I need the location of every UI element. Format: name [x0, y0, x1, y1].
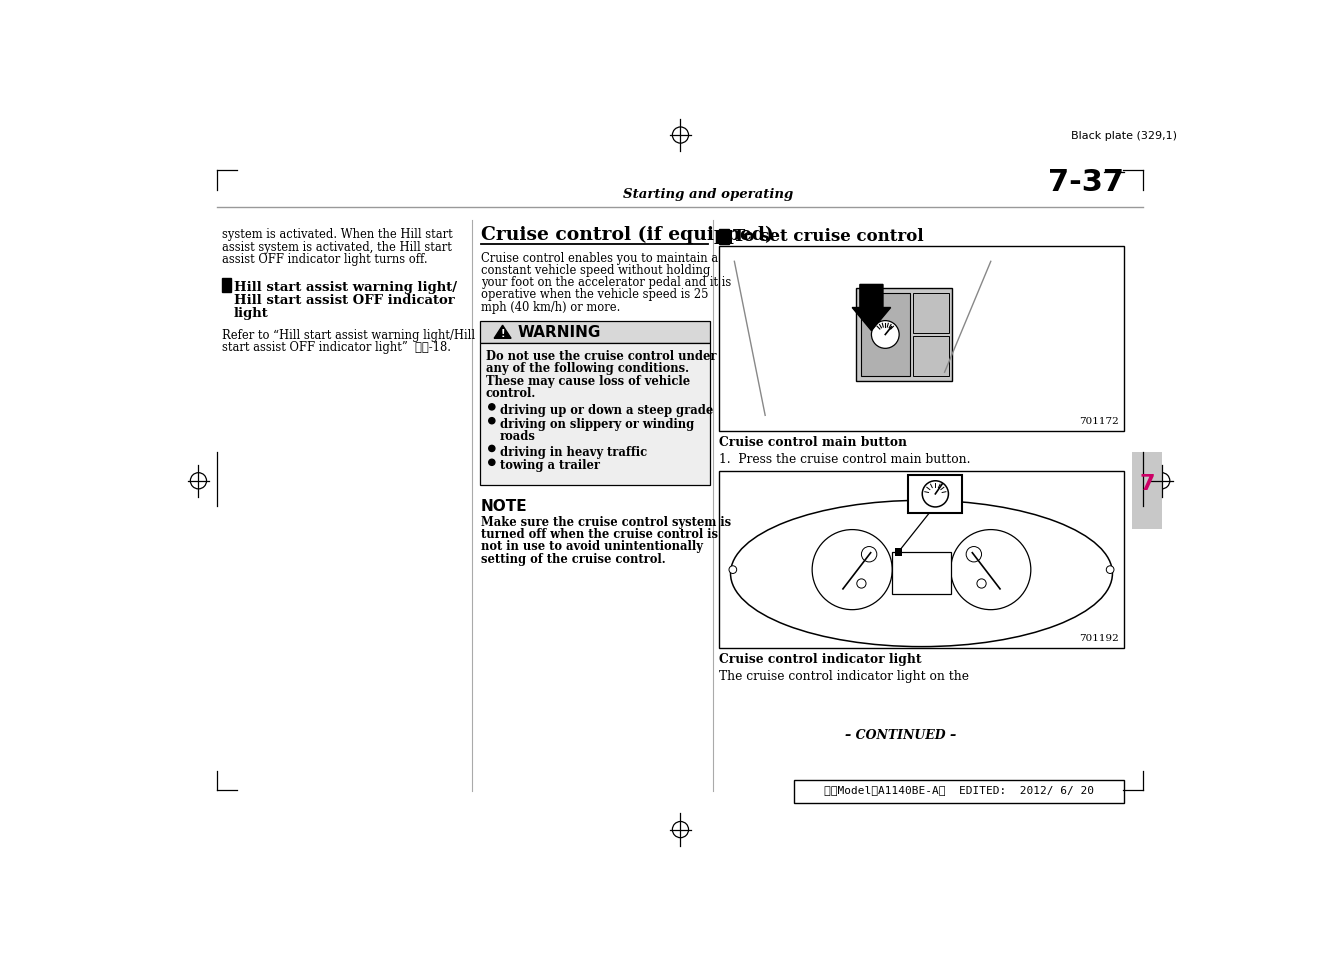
- Text: constant vehicle speed without holding: constant vehicle speed without holding: [482, 264, 710, 276]
- Circle shape: [488, 418, 495, 424]
- Text: 北米Model「A1140BE-A」  EDITED:  2012/ 6/ 20: 北米Model「A1140BE-A」 EDITED: 2012/ 6/ 20: [824, 784, 1095, 794]
- Text: 701192: 701192: [1080, 633, 1120, 642]
- Bar: [892, 553, 950, 595]
- Circle shape: [729, 566, 736, 574]
- Text: These may cause loss of vehicle: These may cause loss of vehicle: [486, 375, 690, 387]
- Text: WARNING: WARNING: [518, 324, 601, 339]
- Text: Starting and operating: Starting and operating: [622, 188, 794, 200]
- Text: – CONTINUED –: – CONTINUED –: [845, 728, 957, 741]
- Ellipse shape: [731, 501, 1112, 647]
- Bar: [856, 289, 953, 381]
- Text: driving in heavy traffic: driving in heavy traffic: [499, 445, 646, 458]
- Bar: [479, 344, 710, 486]
- Text: To set cruise control: To set cruise control: [733, 228, 924, 245]
- Circle shape: [488, 459, 495, 466]
- Text: Black plate (329,1): Black plate (329,1): [1071, 132, 1177, 141]
- Text: Do not use the cruise control under: Do not use the cruise control under: [486, 350, 717, 363]
- Circle shape: [922, 481, 949, 507]
- Text: light: light: [234, 307, 268, 319]
- Bar: [913, 294, 949, 334]
- Circle shape: [966, 547, 982, 562]
- Bar: [222, 279, 231, 293]
- Text: Cruise control main button: Cruise control main button: [719, 436, 906, 449]
- Text: Hill start assist OFF indicator: Hill start assist OFF indicator: [234, 294, 455, 307]
- Text: assist OFF indicator light turns off.: assist OFF indicator light turns off.: [222, 253, 427, 266]
- Bar: [894, 549, 902, 557]
- Bar: [719, 230, 729, 244]
- Text: operative when the vehicle speed is 25: operative when the vehicle speed is 25: [482, 288, 709, 301]
- Text: any of the following conditions.: any of the following conditions.: [486, 362, 689, 375]
- Bar: [1132, 453, 1162, 530]
- Circle shape: [812, 530, 892, 610]
- Text: turned off when the cruise control is: turned off when the cruise control is: [482, 527, 718, 540]
- Bar: [913, 336, 949, 376]
- Polygon shape: [852, 285, 890, 332]
- Text: control.: control.: [486, 387, 536, 399]
- Text: start assist OFF indicator light”  ☉３-18.: start assist OFF indicator light” ☉３-18.: [222, 340, 451, 354]
- Text: 7-37: 7-37: [1048, 168, 1124, 196]
- Text: roads: roads: [499, 430, 535, 443]
- Text: NOTE: NOTE: [482, 498, 528, 513]
- Text: Make sure the cruise control system is: Make sure the cruise control system is: [482, 516, 731, 528]
- Bar: [479, 322, 710, 344]
- Text: setting of the cruise control.: setting of the cruise control.: [482, 552, 666, 565]
- Text: not in use to avoid unintentionally: not in use to avoid unintentionally: [482, 539, 703, 553]
- Polygon shape: [494, 326, 511, 339]
- Text: 1.  Press the cruise control main button.: 1. Press the cruise control main button.: [719, 453, 970, 466]
- Text: system is activated. When the Hill start: system is activated. When the Hill start: [222, 228, 453, 241]
- Text: driving on slippery or winding: driving on slippery or winding: [499, 417, 694, 431]
- Bar: [719, 472, 1124, 648]
- Circle shape: [977, 579, 986, 589]
- Text: Cruise control indicator light: Cruise control indicator light: [719, 653, 921, 666]
- Text: 7: 7: [1140, 474, 1154, 494]
- Text: Refer to “Hill start assist warning light/Hill: Refer to “Hill start assist warning ligh…: [222, 328, 475, 341]
- Text: assist system is activated, the Hill start: assist system is activated, the Hill sta…: [222, 240, 451, 253]
- Circle shape: [488, 446, 495, 452]
- Text: Cruise control (if equipped): Cruise control (if equipped): [482, 226, 774, 244]
- Text: Cruise control enables you to maintain a: Cruise control enables you to maintain a: [482, 252, 718, 264]
- Circle shape: [857, 579, 867, 589]
- Bar: [719, 247, 1124, 432]
- Text: The cruise control indicator light on the: The cruise control indicator light on th…: [719, 670, 969, 682]
- Circle shape: [1107, 566, 1113, 574]
- Text: Hill start assist warning light/: Hill start assist warning light/: [234, 280, 456, 294]
- Bar: [909, 476, 962, 514]
- Text: driving up or down a steep grade: driving up or down a steep grade: [499, 403, 713, 416]
- Bar: [795, 781, 1124, 803]
- Text: 701172: 701172: [1080, 416, 1120, 425]
- Circle shape: [861, 547, 877, 562]
- Text: !: !: [500, 329, 504, 338]
- Circle shape: [872, 321, 900, 349]
- Text: mph (40 km/h) or more.: mph (40 km/h) or more.: [482, 300, 621, 314]
- Text: your foot on the accelerator pedal and it is: your foot on the accelerator pedal and i…: [482, 275, 731, 289]
- Bar: [861, 294, 910, 376]
- Circle shape: [488, 404, 495, 411]
- Text: towing a trailer: towing a trailer: [499, 459, 600, 472]
- Circle shape: [950, 530, 1031, 610]
